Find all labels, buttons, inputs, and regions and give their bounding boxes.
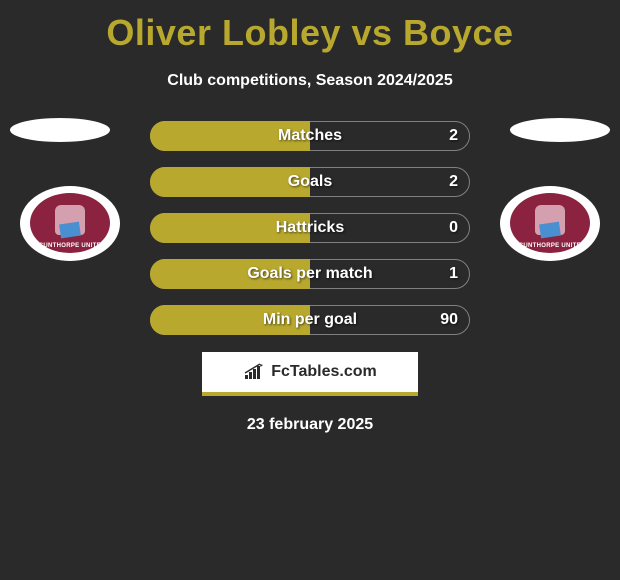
badge-fist-icon xyxy=(50,205,90,241)
comparison-content: SCUNTHORPE UNITED SCUNTHORPE UNITED Matc… xyxy=(0,118,620,434)
player-left-ellipse xyxy=(10,118,110,142)
bar-label: Goals xyxy=(150,164,470,200)
date-text: 23 february 2025 xyxy=(0,416,620,434)
badge-text-left: SCUNTHORPE UNITED xyxy=(30,243,110,249)
subtitle: Club competitions, Season 2024/2025 xyxy=(0,72,620,90)
bar-row-goals: Goals 2 xyxy=(150,164,470,200)
bar-row-min-per-goal: Min per goal 90 xyxy=(150,302,470,338)
club-badge-left: SCUNTHORPE UNITED xyxy=(20,186,120,261)
badge-text-right: SCUNTHORPE UNITED xyxy=(510,243,590,249)
bar-row-matches: Matches 2 xyxy=(150,118,470,154)
stat-bars: Matches 2 Goals 2 Hattricks 0 Goals per … xyxy=(150,118,470,338)
bar-value: 2 xyxy=(449,118,458,154)
bar-value: 2 xyxy=(449,164,458,200)
brand-chart-icon xyxy=(243,363,265,381)
club-badge-right: SCUNTHORPE UNITED xyxy=(500,186,600,261)
bar-label: Hattricks xyxy=(150,210,470,246)
bar-label: Matches xyxy=(150,118,470,154)
brand-box: FcTables.com xyxy=(202,352,418,396)
bar-row-hattricks: Hattricks 0 xyxy=(150,210,470,246)
badge-inner-right: SCUNTHORPE UNITED xyxy=(510,193,590,253)
bar-label: Goals per match xyxy=(150,256,470,292)
bar-label: Min per goal xyxy=(150,302,470,338)
bar-value: 90 xyxy=(440,302,458,338)
bar-value: 1 xyxy=(449,256,458,292)
bar-row-goals-per-match: Goals per match 1 xyxy=(150,256,470,292)
badge-inner-left: SCUNTHORPE UNITED xyxy=(30,193,110,253)
player-right-ellipse xyxy=(510,118,610,142)
page-title: Oliver Lobley vs Boyce xyxy=(0,0,620,54)
bar-value: 0 xyxy=(449,210,458,246)
brand-text: FcTables.com xyxy=(271,363,377,381)
badge-fist-icon xyxy=(530,205,570,241)
